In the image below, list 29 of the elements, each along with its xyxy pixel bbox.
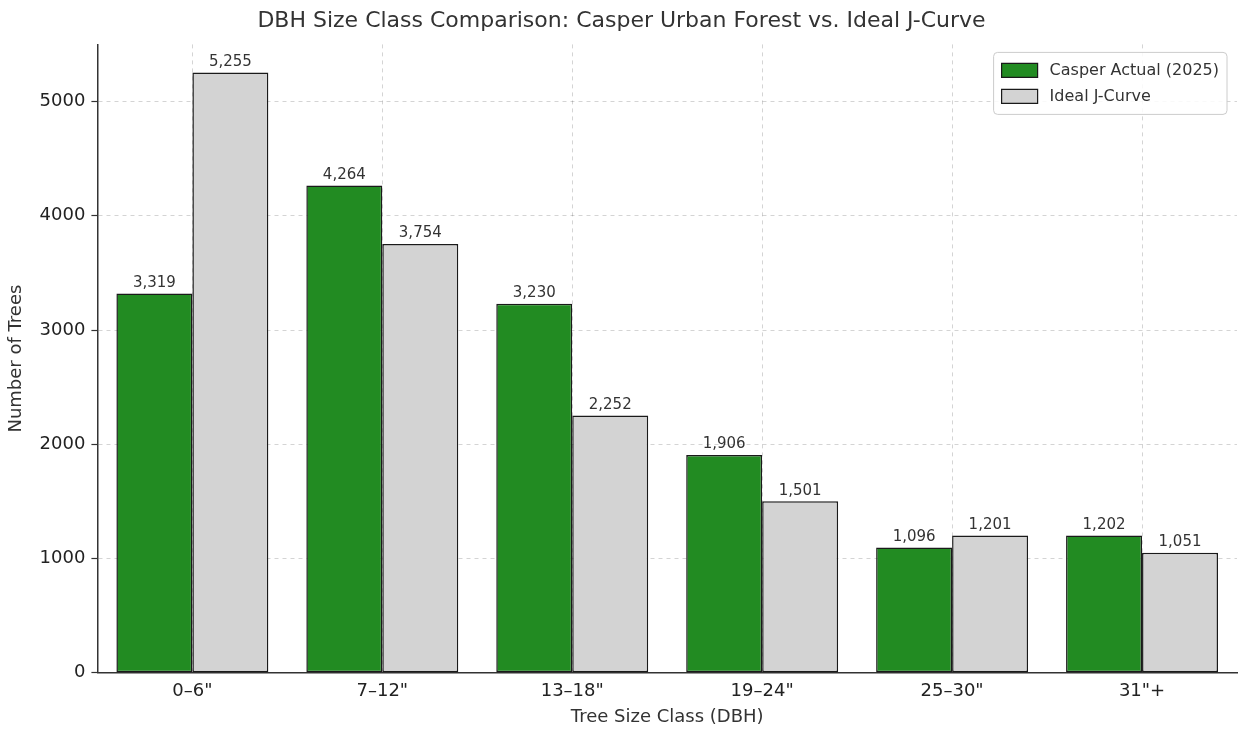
y-tick-label: 1000: [39, 546, 86, 568]
y-tick-label: 3000: [39, 317, 86, 339]
data-label: 3,754: [398, 223, 442, 242]
data-label: 1,051: [1158, 532, 1202, 551]
data-label: 1,501: [778, 480, 822, 499]
y-tick-label: 4000: [39, 203, 86, 225]
x-tick-label: 0–6": [172, 679, 213, 701]
data-label: 4,264: [322, 165, 366, 184]
x-tick-label: 13–18": [540, 679, 604, 701]
x-tick-label: 7–12": [356, 679, 409, 701]
data-label: 1,202: [1082, 514, 1126, 533]
data-label: 2,252: [588, 394, 632, 413]
data-label: 3,319: [132, 272, 176, 291]
data-label: 3,230: [512, 283, 556, 302]
x-tick-label: 31"+: [1118, 679, 1166, 701]
chart-title: DBH Size Class Comparison: Casper Urban Forest vs. Ideal J-Curve: [257, 6, 986, 32]
x-tick-label: 19–24": [730, 679, 794, 701]
x-tick-label: 25–30": [920, 679, 984, 701]
data-label: 1,201: [968, 514, 1012, 533]
legend-label: Ideal J-Curve: [1049, 85, 1151, 105]
y-axis-title: Number of Trees: [4, 284, 26, 433]
data-label: 5,255: [208, 51, 252, 70]
y-tick-label: 2000: [39, 431, 86, 453]
data-label: 1,096: [892, 526, 936, 545]
x-axis-title: Tree Size Class (DBH): [569, 704, 764, 726]
y-tick-label: 0: [73, 660, 86, 682]
y-tick-label: 5000: [39, 89, 86, 111]
legend-label: Casper Actual (2025): [1049, 59, 1219, 79]
data-label: 1,906: [702, 434, 746, 453]
